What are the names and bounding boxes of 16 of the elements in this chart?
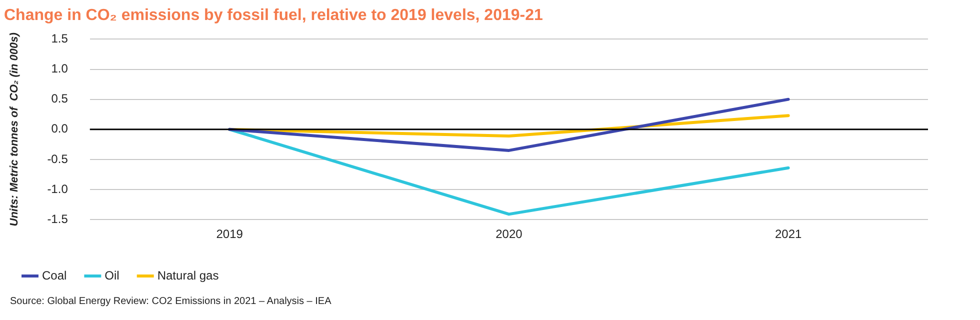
y-tick-label: 0.5 xyxy=(51,92,68,106)
x-tick-label: 2019 xyxy=(216,227,244,242)
y-tick-label: -1.5 xyxy=(47,212,68,226)
x-tick-label: 2021 xyxy=(774,227,802,242)
source-note: Source: Global Energy Review: CO2 Emissions in 2021 – Analysis – IEA xyxy=(10,296,332,307)
y-tick-label: 1.5 xyxy=(51,32,68,46)
legend-label: Natural gas xyxy=(157,268,219,282)
legend-label: Oil xyxy=(104,268,120,282)
legend-label: Coal xyxy=(42,268,67,282)
y-tick-label: 1.0 xyxy=(51,62,68,76)
y-axis-title: Units: Metric tonnes of CO₂ (in 000s) xyxy=(8,32,21,226)
y-tick-label: -1.0 xyxy=(47,182,68,196)
y-tick-label: 0.0 xyxy=(51,122,68,136)
chart-title: Change in CO₂ emissions by fossil fuel, relative to 2019 levels, 2019-21 xyxy=(4,7,543,24)
y-tick-label: -0.5 xyxy=(47,152,68,166)
x-tick-label: 2020 xyxy=(496,227,523,242)
